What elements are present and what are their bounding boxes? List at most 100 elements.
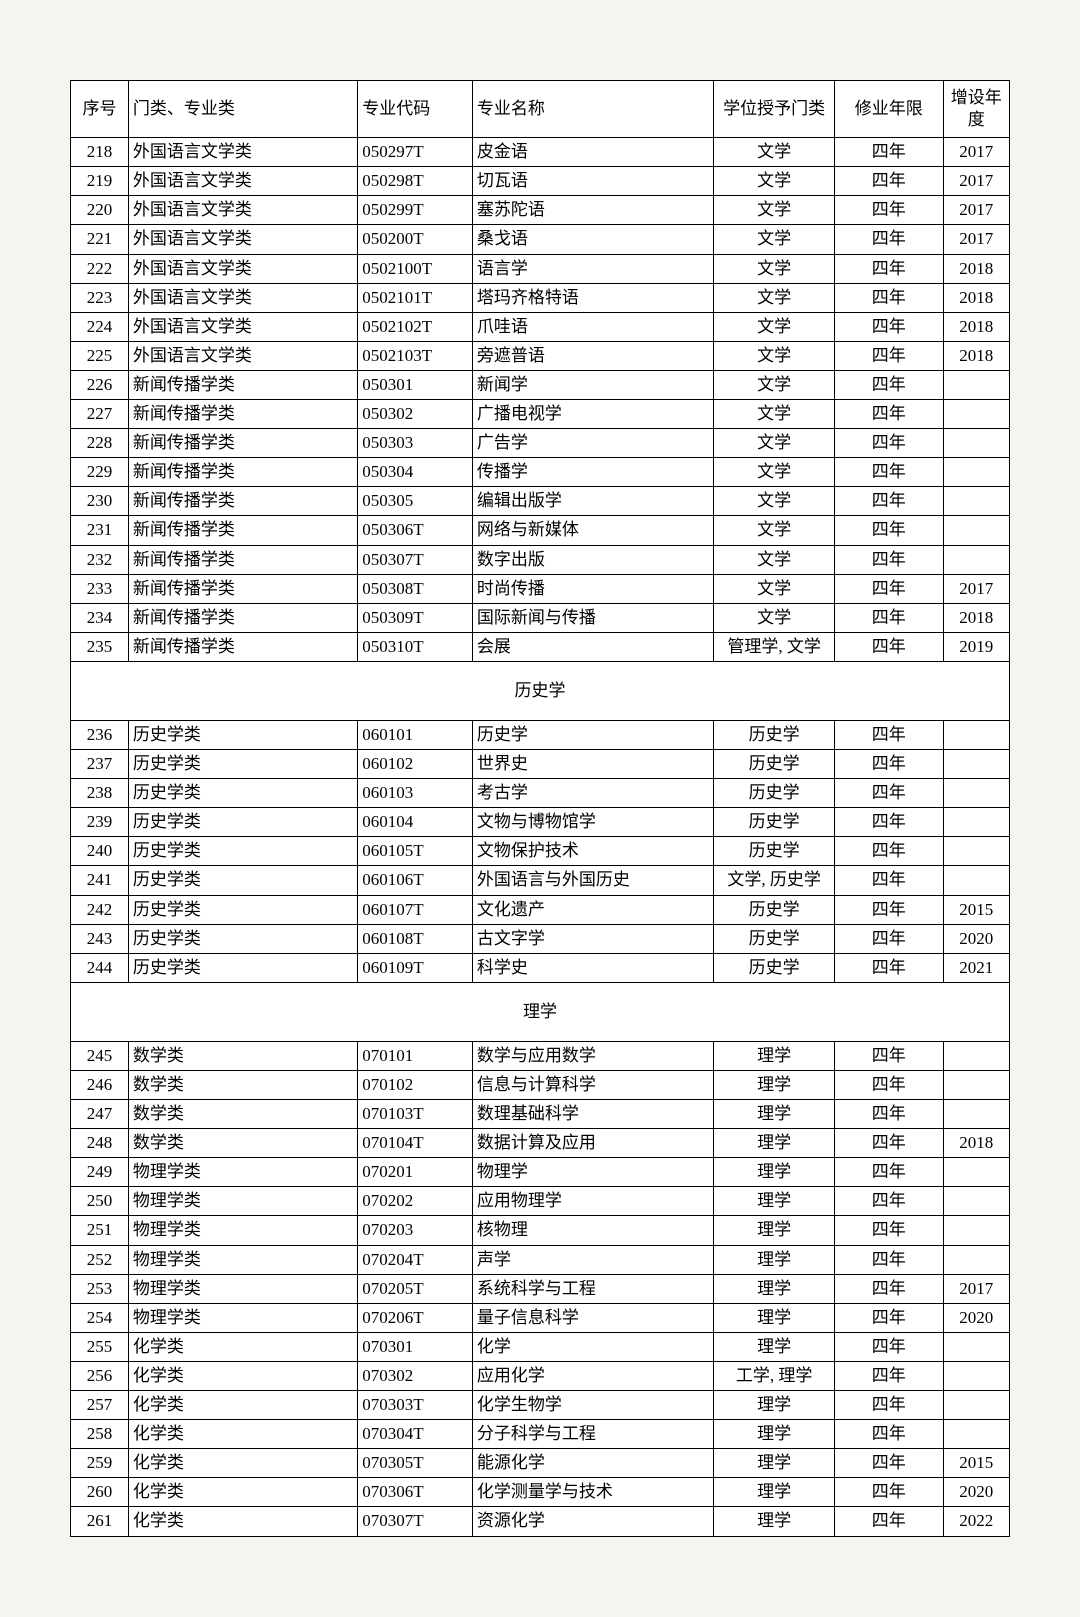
cell-duration: 四年 bbox=[834, 1100, 943, 1129]
cell-category: 物理学类 bbox=[128, 1158, 357, 1187]
cell-duration: 四年 bbox=[834, 138, 943, 167]
header-category: 门类、专业类 bbox=[128, 81, 357, 138]
cell-duration: 四年 bbox=[834, 1332, 943, 1361]
cell-duration: 四年 bbox=[834, 953, 943, 982]
cell-duration: 四年 bbox=[834, 808, 943, 837]
table-row: 257化学类070303T化学生物学理学四年 bbox=[71, 1391, 1010, 1420]
cell-code: 060102 bbox=[358, 750, 473, 779]
cell-degree: 理学 bbox=[714, 1420, 835, 1449]
cell-duration: 四年 bbox=[834, 545, 943, 574]
cell-degree: 文学 bbox=[714, 400, 835, 429]
cell-name: 化学生物学 bbox=[472, 1391, 713, 1420]
cell-degree: 理学 bbox=[714, 1303, 835, 1332]
cell-name: 传播学 bbox=[472, 458, 713, 487]
cell-seq: 244 bbox=[71, 953, 129, 982]
cell-name: 化学测量学与技术 bbox=[472, 1478, 713, 1507]
cell-name: 网络与新媒体 bbox=[472, 516, 713, 545]
cell-year: 2018 bbox=[943, 603, 1009, 632]
cell-name: 塔玛齐格特语 bbox=[472, 283, 713, 312]
cell-duration: 四年 bbox=[834, 429, 943, 458]
cell-code: 050310T bbox=[358, 632, 473, 661]
cell-year bbox=[943, 516, 1009, 545]
cell-seq: 251 bbox=[71, 1216, 129, 1245]
cell-code: 050298T bbox=[358, 167, 473, 196]
cell-year bbox=[943, 429, 1009, 458]
cell-category: 历史学类 bbox=[128, 750, 357, 779]
cell-year bbox=[943, 1041, 1009, 1070]
cell-category: 外国语言文学类 bbox=[128, 312, 357, 341]
cell-category: 外国语言文学类 bbox=[128, 341, 357, 370]
cell-seq: 239 bbox=[71, 808, 129, 837]
cell-year bbox=[943, 1361, 1009, 1390]
cell-seq: 220 bbox=[71, 196, 129, 225]
table-row: 223外国语言文学类0502101T塔玛齐格特语文学四年2018 bbox=[71, 283, 1010, 312]
cell-year bbox=[943, 1245, 1009, 1274]
cell-seq: 247 bbox=[71, 1100, 129, 1129]
cell-year: 2017 bbox=[943, 1274, 1009, 1303]
cell-name: 文化遗产 bbox=[472, 895, 713, 924]
cell-year: 2017 bbox=[943, 225, 1009, 254]
cell-year: 2020 bbox=[943, 1303, 1009, 1332]
cell-code: 070301 bbox=[358, 1332, 473, 1361]
cell-code: 070304T bbox=[358, 1420, 473, 1449]
cell-code: 0502101T bbox=[358, 283, 473, 312]
cell-category: 化学类 bbox=[128, 1449, 357, 1478]
cell-degree: 文学 bbox=[714, 138, 835, 167]
cell-duration: 四年 bbox=[834, 312, 943, 341]
cell-category: 新闻传播学类 bbox=[128, 429, 357, 458]
cell-category: 历史学类 bbox=[128, 953, 357, 982]
cell-name: 古文字学 bbox=[472, 924, 713, 953]
cell-name: 爪哇语 bbox=[472, 312, 713, 341]
cell-code: 070203 bbox=[358, 1216, 473, 1245]
cell-category: 化学类 bbox=[128, 1361, 357, 1390]
cell-category: 新闻传播学类 bbox=[128, 400, 357, 429]
table-row: 225外国语言文学类0502103T旁遮普语文学四年2018 bbox=[71, 341, 1010, 370]
cell-duration: 四年 bbox=[834, 1245, 943, 1274]
table-row: 219外国语言文学类050298T切瓦语文学四年2017 bbox=[71, 167, 1010, 196]
cell-category: 外国语言文学类 bbox=[128, 167, 357, 196]
cell-code: 050307T bbox=[358, 545, 473, 574]
cell-code: 060105T bbox=[358, 837, 473, 866]
cell-duration: 四年 bbox=[834, 225, 943, 254]
cell-year bbox=[943, 1187, 1009, 1216]
table-row: 248数学类070104T数据计算及应用理学四年2018 bbox=[71, 1129, 1010, 1158]
cell-name: 科学史 bbox=[472, 953, 713, 982]
cell-degree: 理学 bbox=[714, 1332, 835, 1361]
cell-seq: 236 bbox=[71, 720, 129, 749]
cell-degree: 理学 bbox=[714, 1158, 835, 1187]
cell-code: 050297T bbox=[358, 138, 473, 167]
cell-degree: 文学 bbox=[714, 225, 835, 254]
cell-code: 070305T bbox=[358, 1449, 473, 1478]
cell-code: 060104 bbox=[358, 808, 473, 837]
cell-year: 2018 bbox=[943, 1129, 1009, 1158]
cell-duration: 四年 bbox=[834, 1187, 943, 1216]
cell-code: 070303T bbox=[358, 1391, 473, 1420]
cell-seq: 243 bbox=[71, 924, 129, 953]
cell-duration: 四年 bbox=[834, 254, 943, 283]
cell-year bbox=[943, 837, 1009, 866]
table-row: 245数学类070101数学与应用数学理学四年 bbox=[71, 1041, 1010, 1070]
table-row: 246数学类070102信息与计算科学理学四年 bbox=[71, 1071, 1010, 1100]
cell-duration: 四年 bbox=[834, 1420, 943, 1449]
cell-degree: 文学 bbox=[714, 196, 835, 225]
cell-category: 新闻传播学类 bbox=[128, 516, 357, 545]
table-row: 254物理学类070206T量子信息科学理学四年2020 bbox=[71, 1303, 1010, 1332]
cell-code: 050306T bbox=[358, 516, 473, 545]
cell-seq: 218 bbox=[71, 138, 129, 167]
cell-name: 广告学 bbox=[472, 429, 713, 458]
cell-duration: 四年 bbox=[834, 458, 943, 487]
cell-category: 新闻传播学类 bbox=[128, 487, 357, 516]
cell-seq: 232 bbox=[71, 545, 129, 574]
table-row: 241历史学类060106T外国语言与外国历史文学, 历史学四年 bbox=[71, 866, 1010, 895]
cell-category: 历史学类 bbox=[128, 808, 357, 837]
header-code: 专业代码 bbox=[358, 81, 473, 138]
cell-year: 2018 bbox=[943, 341, 1009, 370]
cell-degree: 文学 bbox=[714, 574, 835, 603]
cell-name: 信息与计算科学 bbox=[472, 1071, 713, 1100]
cell-year: 2017 bbox=[943, 167, 1009, 196]
cell-seq: 226 bbox=[71, 370, 129, 399]
cell-year bbox=[943, 1332, 1009, 1361]
cell-duration: 四年 bbox=[834, 1071, 943, 1100]
cell-category: 物理学类 bbox=[128, 1216, 357, 1245]
cell-seq: 233 bbox=[71, 574, 129, 603]
